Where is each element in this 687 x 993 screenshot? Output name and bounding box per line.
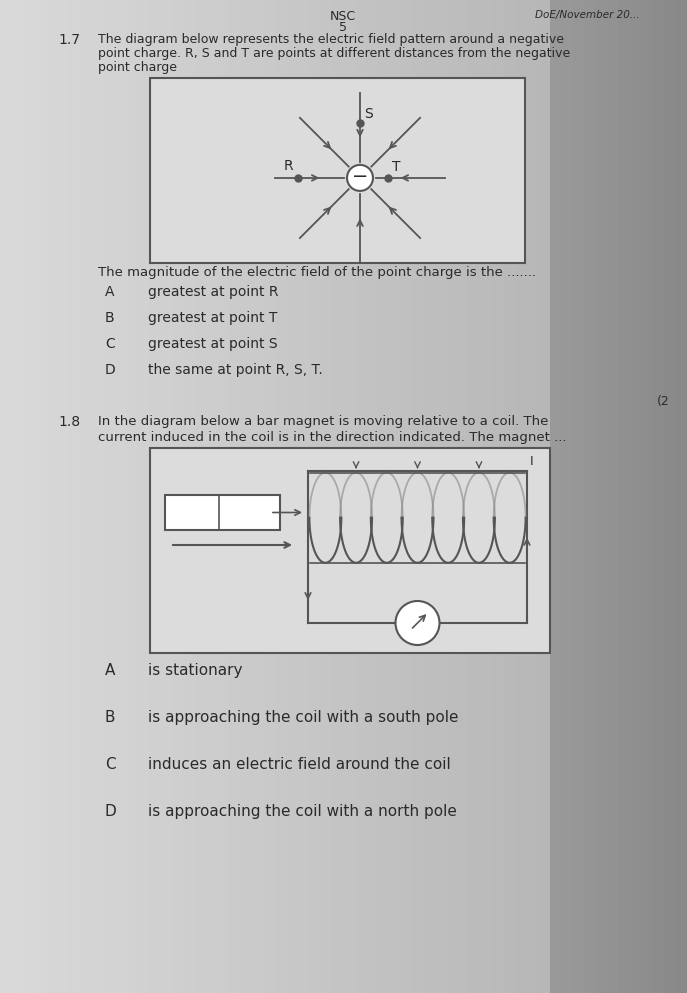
Bar — [618, 0, 630, 993]
Bar — [366, 0, 378, 993]
Text: A: A — [105, 285, 115, 299]
Bar — [149, 0, 160, 993]
Text: (2: (2 — [657, 395, 670, 408]
Text: −: − — [352, 168, 368, 187]
Bar — [493, 0, 504, 993]
Bar — [424, 0, 435, 993]
Bar — [150, 78, 525, 263]
Bar — [80, 0, 91, 993]
Bar — [240, 0, 252, 993]
Bar — [435, 0, 447, 993]
Bar — [150, 448, 550, 653]
Bar — [252, 0, 263, 993]
Circle shape — [347, 165, 373, 191]
Bar — [229, 0, 240, 993]
Bar — [165, 495, 280, 530]
Bar — [23, 0, 34, 993]
Bar — [378, 0, 390, 993]
Bar — [137, 0, 149, 993]
Bar — [572, 0, 584, 993]
Circle shape — [396, 601, 440, 645]
Bar — [607, 0, 618, 993]
Text: greatest at point R: greatest at point R — [148, 285, 278, 299]
Bar — [584, 0, 596, 993]
Bar — [309, 0, 321, 993]
Text: D: D — [105, 363, 115, 377]
Bar — [183, 0, 194, 993]
Bar — [275, 0, 286, 993]
Text: 5: 5 — [339, 21, 347, 34]
Bar — [401, 0, 412, 993]
Bar — [126, 0, 137, 993]
Bar — [344, 0, 355, 993]
Text: the same at point R, S, T.: the same at point R, S, T. — [148, 363, 323, 377]
Bar — [653, 0, 664, 993]
Text: I: I — [530, 455, 534, 468]
Text: induces an electric field around the coil: induces an electric field around the coi… — [148, 757, 451, 772]
Bar — [46, 0, 57, 993]
Text: is approaching the coil with a north pole: is approaching the coil with a north pol… — [148, 804, 457, 819]
Bar — [469, 0, 481, 993]
Text: greatest at point T: greatest at point T — [148, 311, 278, 325]
Text: C: C — [105, 337, 115, 351]
Bar — [550, 0, 561, 993]
Text: point charge: point charge — [98, 61, 177, 74]
Bar — [91, 0, 103, 993]
Bar — [332, 0, 344, 993]
Bar — [641, 0, 653, 993]
Text: R: R — [283, 159, 293, 173]
Bar — [596, 0, 607, 993]
Text: B: B — [105, 710, 115, 725]
Bar — [218, 0, 229, 993]
Bar — [561, 0, 572, 993]
Bar — [115, 0, 126, 993]
Bar — [206, 0, 218, 993]
Text: 1.7: 1.7 — [58, 33, 80, 47]
Bar — [538, 0, 550, 993]
Bar — [355, 0, 366, 993]
Bar — [172, 0, 183, 993]
Text: is stationary: is stationary — [148, 663, 243, 678]
Bar — [160, 0, 172, 993]
Text: The magnitude of the electric field of the point charge is the .......: The magnitude of the electric field of t… — [98, 266, 536, 279]
Text: D: D — [105, 804, 117, 819]
Bar — [390, 0, 401, 993]
Text: 1.8: 1.8 — [58, 415, 80, 429]
Text: A: A — [105, 663, 115, 678]
Bar — [675, 0, 687, 993]
Bar — [297, 0, 309, 993]
Bar — [286, 0, 297, 993]
Bar — [630, 0, 641, 993]
Bar — [0, 0, 12, 993]
Bar — [321, 0, 332, 993]
Bar — [69, 0, 80, 993]
Bar — [0, 0, 550, 993]
Text: greatest at point S: greatest at point S — [148, 337, 278, 351]
Bar — [34, 0, 46, 993]
Bar — [194, 0, 206, 993]
Bar — [527, 0, 538, 993]
Bar — [103, 0, 115, 993]
Text: DoE/November 20...: DoE/November 20... — [535, 10, 640, 20]
Bar — [458, 0, 469, 993]
Text: S: S — [364, 107, 373, 121]
Bar — [447, 0, 458, 993]
Bar — [504, 0, 515, 993]
Bar — [412, 0, 424, 993]
Text: C: C — [105, 757, 115, 772]
Text: is approaching the coil with a south pole: is approaching the coil with a south pol… — [148, 710, 458, 725]
Text: In the diagram below a bar magnet is moving relative to a coil. The: In the diagram below a bar magnet is mov… — [98, 415, 548, 428]
Text: B: B — [105, 311, 115, 325]
Bar — [263, 0, 275, 993]
Text: The diagram below represents the electric field pattern around a negative: The diagram below represents the electri… — [98, 33, 564, 46]
Bar — [515, 0, 527, 993]
Bar — [12, 0, 23, 993]
Text: current induced in the coil is in the direction indicated. The magnet ...: current induced in the coil is in the di… — [98, 431, 567, 444]
Bar — [57, 0, 69, 993]
Bar — [664, 0, 675, 993]
Text: T: T — [392, 160, 401, 174]
Text: NSC: NSC — [330, 10, 356, 23]
Bar — [481, 0, 493, 993]
Text: point charge. R, S and T are points at different distances from the negative: point charge. R, S and T are points at d… — [98, 47, 570, 60]
